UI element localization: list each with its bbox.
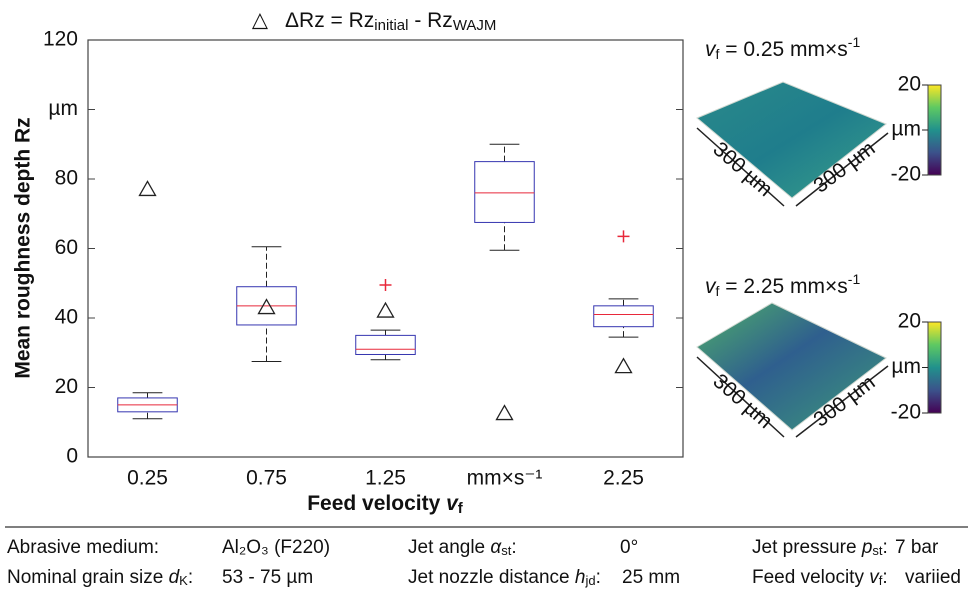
title-part: = 2.25 mm×s <box>719 275 847 298</box>
t: h <box>575 567 586 588</box>
t: K <box>179 573 188 588</box>
t: : <box>882 567 887 588</box>
param-value: 0° <box>620 537 638 558</box>
t: st <box>501 543 512 558</box>
y-tick-label: 80 <box>55 167 78 190</box>
y-tick-label: 60 <box>55 236 78 259</box>
t: : <box>188 567 193 588</box>
t: Jet pressure <box>752 537 862 558</box>
title-part: -1 <box>848 34 861 50</box>
x-tick-label: 2.25 <box>603 467 644 490</box>
param-label: Jet nozzle distance hjd: <box>408 567 601 588</box>
legend-text: ΔRz = Rz <box>285 9 374 32</box>
surface-title: vf = 2.25 mm×s-1 <box>705 271 860 299</box>
param-label: Jet angle αst: <box>408 537 517 558</box>
x-axis-title: Feed velocity vf <box>307 492 464 517</box>
colorbar-tick-label: -20 <box>891 401 921 424</box>
colorbar <box>928 85 941 175</box>
x-tick-label: mm×s⁻¹ <box>467 467 543 490</box>
param-value: variied <box>905 567 961 588</box>
surface-image <box>697 303 886 430</box>
t: : <box>883 537 888 558</box>
param-value: Al₂O₃ (F220) <box>222 537 330 558</box>
y-tick-label: µm <box>48 97 78 120</box>
x-tick-label: 0.25 <box>127 467 168 490</box>
delta-marker <box>616 359 632 373</box>
parameter-table: Abrasive medium: Al₂O₃ (F220) Jet angle … <box>7 537 961 588</box>
x-tick-label: 1.25 <box>365 467 406 490</box>
legend-label: ΔRz = Rzinitial - RzWAJM <box>285 9 496 34</box>
outlier <box>380 279 392 291</box>
legend-sub: initial <box>374 17 408 34</box>
figure: △ ΔRz = Rzinitial - RzWAJM Mean roughnes… <box>0 0 973 593</box>
delta-marker <box>140 181 156 195</box>
title-part: -1 <box>848 271 861 287</box>
t: jd <box>584 573 595 588</box>
t: p <box>861 537 873 558</box>
param-label: Nominal grain size dK: <box>7 567 193 588</box>
plot-frame <box>88 40 683 457</box>
param-label: Jet pressure pst: <box>752 537 888 558</box>
legend-text: - Rz <box>408 9 452 32</box>
param-value: 25 mm <box>622 567 680 588</box>
legend-marker: △ <box>252 9 269 32</box>
colorbar-tick-label: 20 <box>898 73 921 96</box>
t: : <box>511 537 516 558</box>
x-title-sub: f <box>458 500 464 517</box>
t: Feed velocity <box>752 567 869 588</box>
delta-marker <box>259 300 275 314</box>
plot: △ ΔRz = Rzinitial - RzWAJM Mean roughnes… <box>12 9 683 517</box>
box <box>475 162 535 223</box>
x-title-text: Feed velocity <box>307 492 446 515</box>
title-part: = 0.25 mm×s <box>719 38 847 61</box>
t: Jet nozzle distance <box>408 567 575 588</box>
outlier <box>618 230 630 242</box>
x-tick-label: 0.75 <box>246 467 287 490</box>
t: st <box>872 543 883 558</box>
box <box>594 306 654 327</box>
param-label: Abrasive medium: <box>7 537 159 558</box>
colorbar-tick-label: µm <box>891 355 921 378</box>
t: Nominal grain size <box>7 567 169 588</box>
legend-sub: WAJM <box>453 17 497 34</box>
delta-marker <box>497 406 513 420</box>
t: : <box>596 567 601 588</box>
y-tick-label: 0 <box>66 445 78 468</box>
y-tick-label: 120 <box>43 28 78 51</box>
delta-marker <box>378 303 394 317</box>
y-tick-label: 20 <box>55 375 78 398</box>
param-value: 7 bar <box>895 537 939 558</box>
y-tick-label: 40 <box>55 306 78 329</box>
param-label: Feed velocity vf: <box>752 567 888 588</box>
colorbar-tick-label: µm <box>891 118 921 141</box>
colorbar-tick-label: 20 <box>898 310 921 333</box>
param-value: 53 - 75 µm <box>222 567 313 588</box>
colorbar-tick-label: -20 <box>891 163 921 186</box>
y-axis-title: Mean roughness depth Rz <box>12 117 35 378</box>
colorbar <box>928 322 941 413</box>
t: Jet angle <box>408 537 490 558</box>
box <box>356 335 416 354</box>
surface-title: vf = 0.25 mm×s-1 <box>705 34 860 62</box>
